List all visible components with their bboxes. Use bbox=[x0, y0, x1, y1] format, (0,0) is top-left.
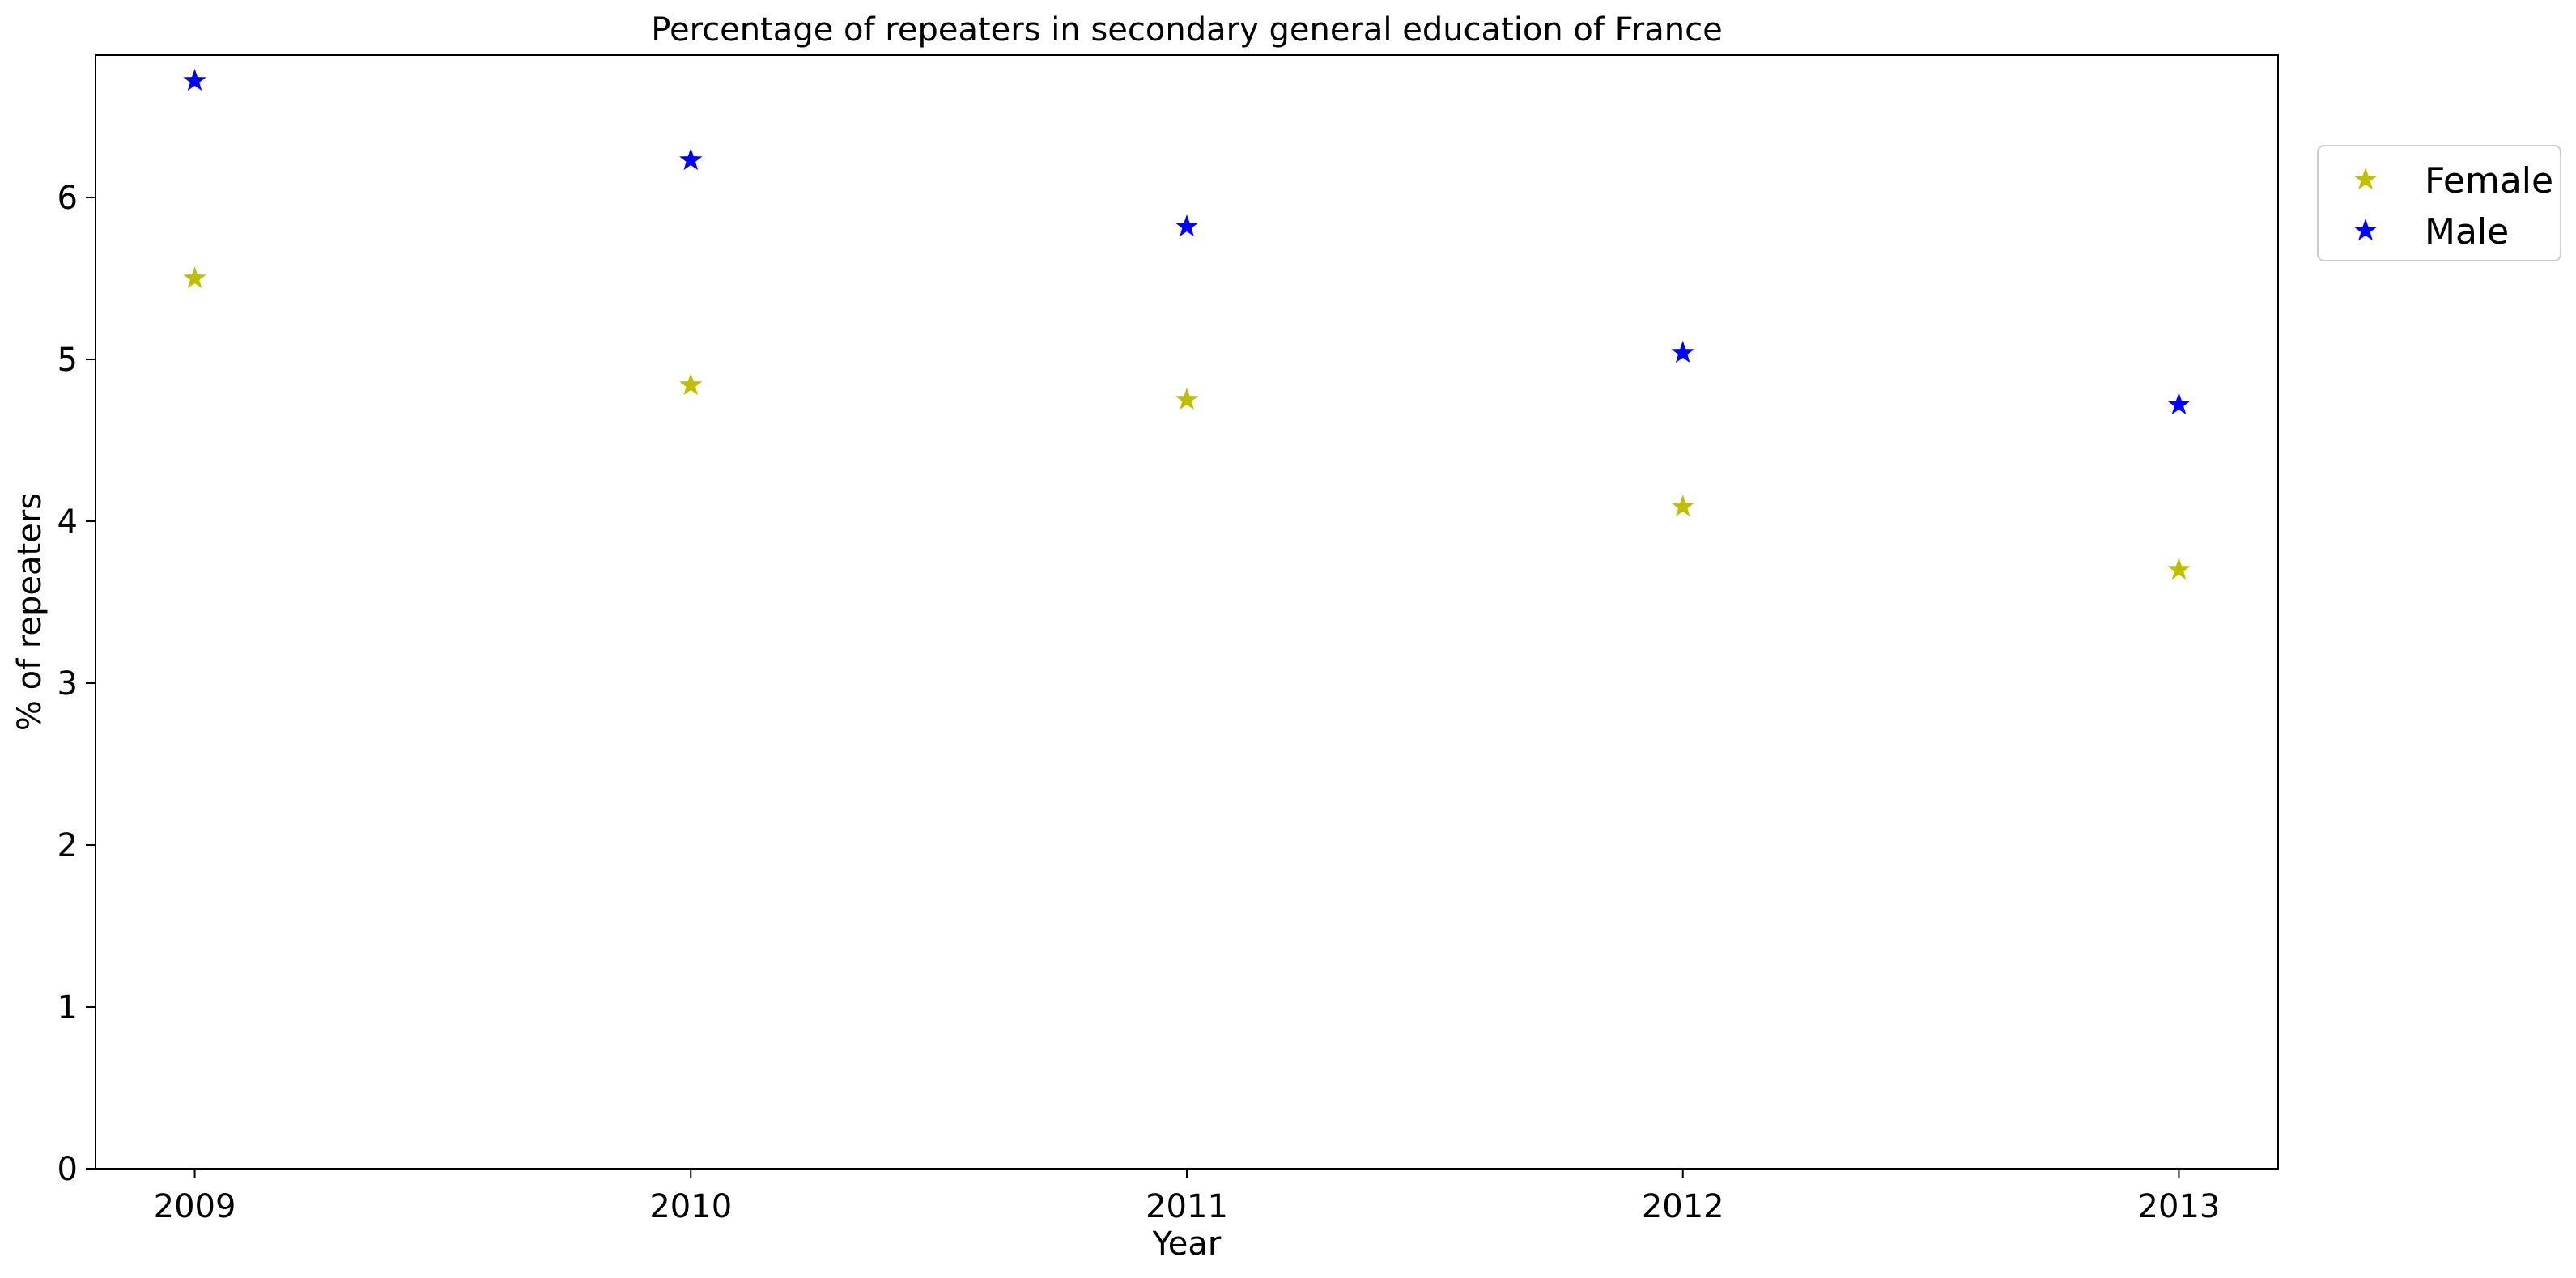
series-male bbox=[183, 69, 2191, 415]
legend-marker-male bbox=[2353, 219, 2378, 241]
legend: Female Male bbox=[2317, 145, 2561, 261]
y-tick-label: 4 bbox=[57, 503, 78, 541]
chart-title: Percentage of repeaters in secondary gen… bbox=[651, 11, 1722, 49]
x-axis-label: Year bbox=[1152, 1225, 1222, 1263]
y-tick-label: 5 bbox=[57, 342, 78, 379]
legend-label-male: Male bbox=[2425, 211, 2509, 253]
y-tick-label: 0 bbox=[57, 1151, 78, 1188]
y-tick-label: 3 bbox=[57, 665, 78, 703]
data-point-female bbox=[1175, 388, 1199, 410]
x-tick-label: 2011 bbox=[1146, 1188, 1228, 1225]
y-tick-label: 2 bbox=[57, 827, 78, 864]
x-tick-label: 2010 bbox=[649, 1188, 732, 1225]
y-axis-label: % of repeaters bbox=[11, 493, 49, 731]
x-axis: 2009 2010 2011 2012 2013 bbox=[154, 1169, 2221, 1225]
data-point-male bbox=[2167, 393, 2191, 415]
x-tick-label: 2013 bbox=[2138, 1188, 2221, 1225]
x-tick-label: 2012 bbox=[1642, 1188, 1724, 1225]
series-female bbox=[183, 266, 2191, 580]
data-point-female bbox=[679, 373, 703, 396]
plot-area bbox=[183, 69, 2191, 580]
x-tick-label: 2009 bbox=[154, 1188, 236, 1225]
y-tick-label: 1 bbox=[57, 989, 78, 1026]
data-point-male bbox=[1175, 214, 1199, 237]
data-point-male bbox=[679, 148, 703, 171]
y-axis: 0 1 2 3 4 5 6 bbox=[57, 180, 96, 1188]
y-tick-label: 6 bbox=[57, 180, 78, 217]
data-point-female bbox=[183, 266, 206, 289]
data-point-female bbox=[1671, 495, 1694, 517]
data-point-female bbox=[2167, 558, 2191, 580]
data-point-male bbox=[1671, 341, 1694, 363]
legend-frame bbox=[2317, 145, 2561, 261]
legend-marker-female bbox=[2353, 168, 2378, 190]
data-point-male bbox=[183, 69, 206, 91]
legend-label-female: Female bbox=[2425, 160, 2553, 202]
